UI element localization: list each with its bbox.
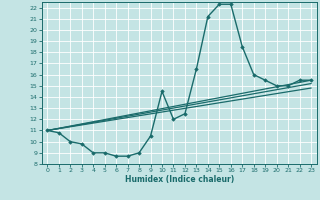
X-axis label: Humidex (Indice chaleur): Humidex (Indice chaleur) [124, 175, 234, 184]
